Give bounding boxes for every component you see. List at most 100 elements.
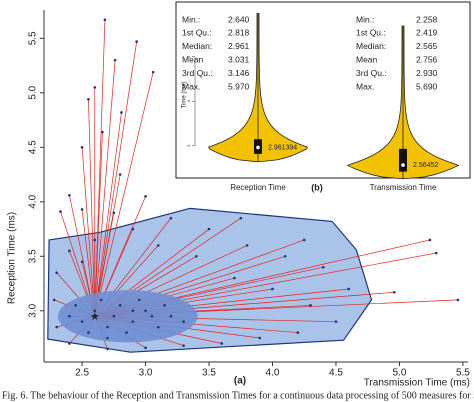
stat-name: 3rd Qu.: <box>356 68 387 78</box>
point <box>118 173 122 176</box>
point <box>80 260 84 264</box>
stat-name: Min.: <box>356 14 374 24</box>
point <box>393 290 396 294</box>
point <box>125 331 128 334</box>
point <box>456 298 460 302</box>
point <box>163 304 166 307</box>
point <box>112 211 116 214</box>
x-tick-label: 3.5 <box>202 368 216 379</box>
point <box>321 265 325 269</box>
point <box>55 325 58 329</box>
point <box>347 287 350 291</box>
y-tick-label: 3.5 <box>28 249 39 263</box>
cluster-region <box>57 290 198 343</box>
ray <box>94 60 116 317</box>
point <box>52 298 56 302</box>
x-tick-label: 2.5 <box>75 368 89 379</box>
x-axis-label: Transmission Time (ms) <box>364 378 470 389</box>
stat-value: 5.970 <box>228 81 250 91</box>
stat-name: Median: <box>356 41 386 51</box>
point <box>169 314 173 318</box>
stat-value: 3.146 <box>228 68 250 78</box>
point <box>150 314 154 318</box>
point <box>113 58 117 62</box>
point <box>93 238 97 242</box>
ray <box>94 132 103 317</box>
point <box>101 130 104 134</box>
point <box>144 346 147 350</box>
point <box>135 40 138 43</box>
median-label: 2.56452 <box>413 162 438 169</box>
point <box>156 244 160 247</box>
point <box>309 304 312 307</box>
x-tick-label: 4.5 <box>329 368 343 379</box>
category-label: Transmission Time <box>370 183 437 192</box>
point <box>55 271 58 274</box>
stat-name: Median: <box>182 41 212 51</box>
x-tick-label: 3.0 <box>139 368 153 379</box>
ray <box>94 72 154 317</box>
point <box>220 342 224 345</box>
point <box>59 210 62 213</box>
point <box>93 309 97 313</box>
point <box>118 304 122 307</box>
median-dot <box>256 145 260 150</box>
y-tick-label: 5.5 <box>28 31 39 45</box>
point <box>106 336 109 340</box>
point <box>80 320 84 323</box>
point <box>428 238 432 242</box>
stat-name: Max. <box>356 81 374 91</box>
point <box>156 325 160 329</box>
stat-name: 1st Qu.: <box>356 28 386 38</box>
y-tick-label: 4 <box>186 99 191 102</box>
median-label: 2.961394 <box>268 144 297 151</box>
stat-name: Min.: <box>182 14 200 24</box>
point <box>258 336 262 340</box>
point <box>302 238 306 242</box>
point <box>99 298 103 302</box>
point <box>106 325 109 329</box>
point <box>68 249 71 253</box>
point <box>131 227 135 231</box>
point <box>120 111 123 114</box>
stat-value: 2.818 <box>228 28 250 38</box>
x-tick-label: 4.0 <box>266 368 280 379</box>
point <box>182 320 185 323</box>
point <box>239 216 243 220</box>
point <box>68 193 71 197</box>
category-label: Reception Time <box>230 183 286 192</box>
y-axis-label: Reception Time (ms) <box>7 212 18 304</box>
point <box>283 254 287 258</box>
center-point: ★ <box>90 311 100 323</box>
box <box>399 148 407 172</box>
ray <box>88 99 96 317</box>
point <box>68 342 71 345</box>
ray <box>94 112 122 317</box>
stat-value: 2.640 <box>228 14 250 24</box>
point <box>207 227 211 231</box>
caption: Fig. 6. The behaviour of the Reception a… <box>2 390 474 401</box>
y-tick-label: 3.0 <box>28 303 39 317</box>
point <box>271 287 274 291</box>
stat-name: 3rd Qu.: <box>182 68 213 78</box>
ray <box>81 147 96 317</box>
point <box>144 309 147 313</box>
stat-value: 2.565 <box>416 41 438 51</box>
point <box>151 70 155 74</box>
point <box>182 344 185 347</box>
point <box>195 254 198 258</box>
point <box>144 195 147 198</box>
x-tick-label: 5.5 <box>456 368 470 379</box>
y-tick-label: 5.0 <box>28 85 39 99</box>
stat-value: 2.258 <box>416 14 438 24</box>
point <box>80 146 84 149</box>
stat-name: 1st Qu.: <box>182 28 212 38</box>
y-tick-label: 3 <box>186 144 191 147</box>
stat-name: Mean <box>356 54 378 64</box>
point <box>296 331 300 334</box>
y-axis-label: Time (ms) <box>182 82 188 109</box>
point <box>334 320 338 323</box>
ray <box>94 19 106 317</box>
stat-name: Max. <box>182 81 200 91</box>
